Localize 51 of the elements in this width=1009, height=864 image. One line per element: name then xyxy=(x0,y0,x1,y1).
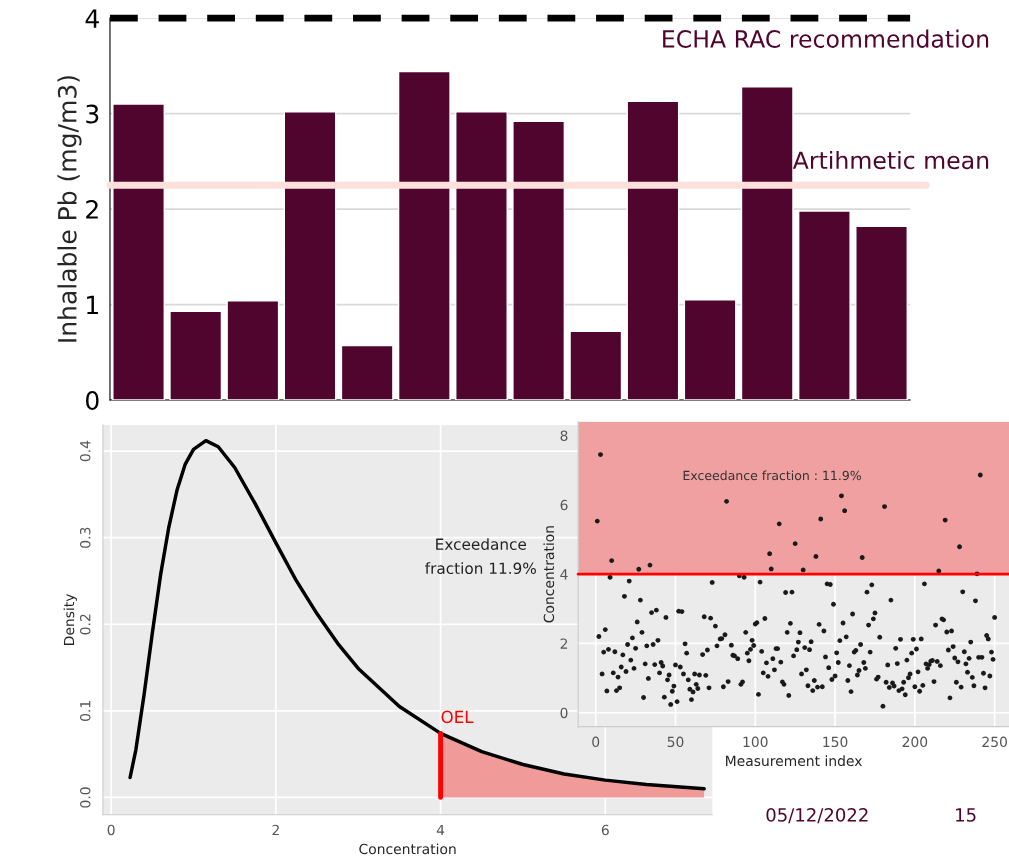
y-tick-label: 1 xyxy=(87,295,98,315)
bar xyxy=(112,103,165,401)
y-tick-label: 0 xyxy=(560,707,568,719)
y-tick-label: 4 xyxy=(85,9,99,28)
bar xyxy=(455,111,508,401)
y-axis-title: Concentration xyxy=(543,526,555,623)
bar xyxy=(512,120,566,401)
y-tick-label: 0 xyxy=(86,390,99,410)
annotation: Exceedance fraction 11.9% xyxy=(425,538,536,575)
text: 15 xyxy=(956,808,976,822)
x-tick-label: 50 xyxy=(667,736,684,748)
y-tick-label: 4 xyxy=(560,569,568,580)
x-axis-title: Concentration xyxy=(359,843,456,855)
bar xyxy=(740,86,794,401)
y-tick-label: 6 xyxy=(560,499,568,511)
text: 05/12/2022 xyxy=(766,808,868,824)
bar xyxy=(626,100,680,401)
x-tick-label: 6 xyxy=(601,824,609,836)
y-tick-label: 0.2 xyxy=(80,614,91,635)
ref-line-label: Artihmetic mean xyxy=(792,150,989,170)
y-tick-label: 8 xyxy=(560,430,568,441)
bar xyxy=(683,299,737,401)
bar xyxy=(569,330,623,401)
ref-line-label: OEL xyxy=(441,710,474,724)
y-tick-label: 0.1 xyxy=(80,701,91,721)
y-axis-title: Density xyxy=(63,593,77,645)
bar xyxy=(283,111,337,401)
x-tick-label: 100 xyxy=(743,736,768,748)
y-tick-label: 0.4 xyxy=(80,440,91,462)
x-tick-label: 150 xyxy=(823,736,848,748)
y-tick-label: 0.3 xyxy=(80,527,91,548)
bar xyxy=(397,70,451,401)
x-axis-title: Measurement index xyxy=(726,755,862,767)
x-tick-label: 200 xyxy=(902,736,928,748)
y-tick-label: 3 xyxy=(86,104,99,124)
x-tick-label: 0 xyxy=(107,824,115,836)
y-tick-label: 2 xyxy=(86,200,98,219)
x-tick-label: 2 xyxy=(272,824,279,836)
y-tick-label: 0.0 xyxy=(80,787,91,808)
bar xyxy=(169,310,223,401)
x-tick-label: 250 xyxy=(982,736,1007,748)
x-tick-label: 0 xyxy=(592,736,600,748)
bar xyxy=(855,225,908,401)
bar xyxy=(797,210,851,401)
x-tick-label: 4 xyxy=(436,824,445,836)
bar xyxy=(340,344,394,401)
y-axis-title: Inhalable Pb (mg/m3) xyxy=(57,76,82,342)
annotation: Exceedance fraction : 11.9% xyxy=(683,470,861,481)
y-tick-label: 2 xyxy=(560,638,568,649)
bar xyxy=(226,300,280,401)
ref-line-label: ECHA RAC recommendation xyxy=(663,29,989,48)
